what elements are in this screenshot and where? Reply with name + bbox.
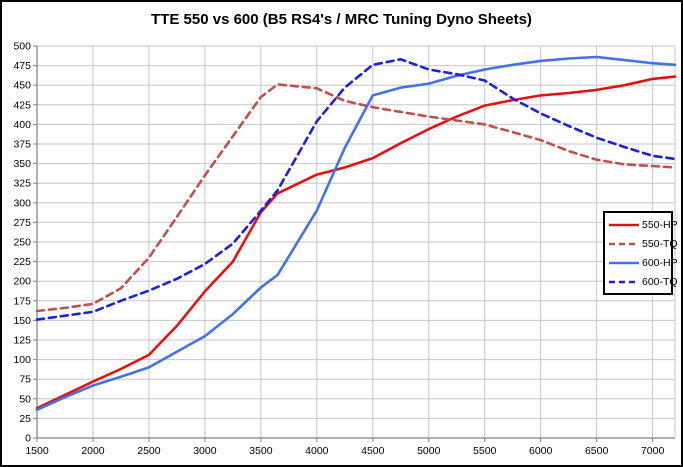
y-tick-label: 150 [13, 315, 31, 327]
y-tick-label: 75 [19, 374, 31, 386]
x-tick-label: 3000 [193, 445, 217, 457]
legend-item-550-hp: 550-HP [609, 215, 678, 234]
legend-label: 600-HP [642, 256, 678, 269]
series-600-tq-line [35, 57, 677, 321]
y-tick-label: 300 [13, 197, 31, 209]
y-tick-label: 275 [13, 217, 31, 229]
series-550-tq-line [35, 83, 677, 313]
y-tick-label: 125 [13, 335, 31, 347]
legend-label: 550-TQ [642, 237, 678, 250]
y-tick-label: 500 [13, 41, 31, 53]
x-tick-label: 5500 [473, 445, 497, 457]
y-tick-label: 250 [13, 237, 31, 249]
legend-item-600-tq: 600-TQ [609, 272, 678, 291]
y-tick-label: 175 [13, 295, 31, 307]
legend-swatch-550-hp-icon [609, 223, 639, 226]
legend-swatch-600-tq-icon [609, 280, 639, 283]
y-tick-label: 0 [25, 433, 31, 445]
legend-swatch-550-tq-icon [609, 242, 639, 245]
y-tick-label: 200 [13, 276, 31, 288]
x-tick-label: 2500 [137, 445, 161, 457]
x-tick-label: 4500 [361, 445, 385, 457]
x-tick-label: 5000 [417, 445, 441, 457]
series-550-hp-line [35, 75, 677, 410]
y-tick-label: 400 [13, 119, 31, 131]
y-tick-label: 375 [13, 139, 31, 151]
x-tick-label: 6500 [585, 445, 609, 457]
x-tick-label: 4000 [305, 445, 329, 457]
y-tick-label: 225 [13, 256, 31, 268]
y-tick-label: 450 [13, 80, 31, 92]
legend-label: 600-TQ [642, 275, 678, 288]
legend-item-600-hp: 600-HP [609, 253, 678, 272]
x-tick-label: 2000 [81, 445, 105, 457]
legend-label: 550-HP [642, 218, 678, 231]
series-600-hp-line [35, 55, 677, 412]
legend: 550-HP 550-TQ 600-HP 600-TQ [603, 211, 678, 295]
x-tick-label: 6000 [529, 445, 553, 457]
y-tick-label: 425 [13, 99, 31, 111]
x-tick-label: 7000 [641, 445, 665, 457]
y-tick-label: 25 [19, 413, 31, 425]
y-tick-label: 50 [19, 393, 31, 405]
y-tick-label: 100 [13, 354, 31, 366]
y-tick-label: 475 [13, 60, 31, 72]
y-tick-label: 325 [13, 178, 31, 190]
legend-item-550-tq: 550-TQ [609, 234, 678, 253]
y-tick-label: 350 [13, 158, 31, 170]
legend-swatch-600-hp-icon [609, 261, 639, 264]
chart-title: TTE 550 vs 600 (B5 RS4's / MRC Tuning Dy… [151, 11, 532, 28]
x-tick-label: 1500 [25, 445, 49, 457]
x-tick-label: 3500 [249, 445, 273, 457]
